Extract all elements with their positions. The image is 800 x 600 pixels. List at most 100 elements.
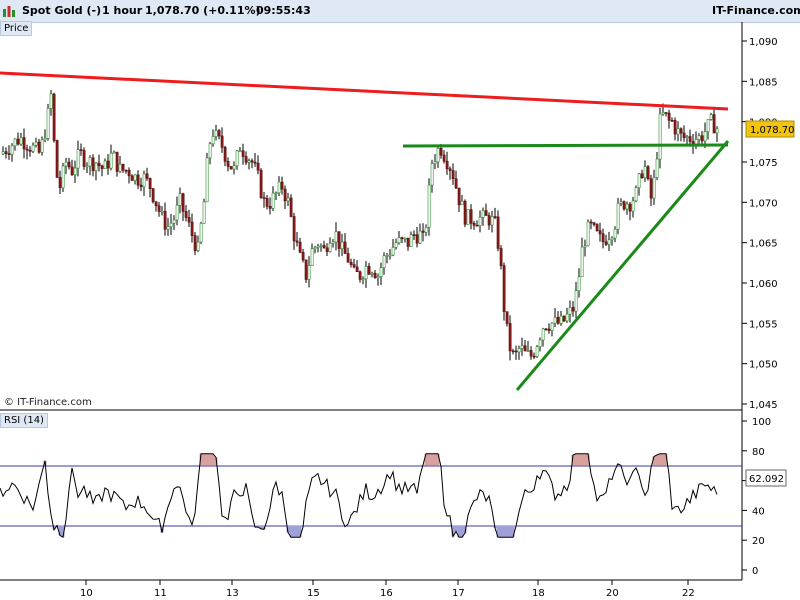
rsi-oversold-fill	[451, 525, 455, 537]
candle-body	[268, 206, 272, 209]
candle-body	[595, 224, 599, 231]
rsi-tick-label: 0	[752, 566, 758, 577]
price-tick-label: 1,085	[749, 77, 778, 88]
candle-body	[529, 350, 533, 357]
candle-body	[637, 173, 641, 188]
candle-body	[265, 198, 269, 207]
candle-body	[292, 216, 296, 242]
candle-body	[466, 209, 470, 225]
rsi-oversold-fill	[298, 525, 302, 538]
candle-body	[43, 138, 47, 141]
candle-body	[478, 217, 482, 226]
candle-body	[175, 205, 179, 221]
rsi-oversold-fill	[463, 525, 467, 534]
candle-body	[142, 173, 146, 188]
rsi-oversold-fill	[457, 525, 461, 538]
rsi-overbought-fill	[583, 453, 587, 466]
rsi-oversold-fill	[259, 525, 263, 529]
candle-body	[103, 160, 107, 169]
candle-body	[151, 188, 155, 202]
candle-body	[388, 254, 392, 257]
candle-body	[460, 200, 464, 206]
candle-body	[7, 153, 11, 155]
candle-body	[715, 128, 719, 134]
candle-body	[286, 197, 290, 202]
candle-body	[634, 187, 638, 202]
candle-body	[148, 178, 152, 189]
rsi-tick-label: 100	[752, 417, 771, 428]
candle-body	[10, 145, 14, 155]
candle-body	[502, 265, 506, 312]
candle-body	[238, 150, 242, 153]
rising-trendline[interactable]	[515, 140, 730, 391]
clock-time: 09:55:43	[256, 4, 311, 17]
candle-body	[484, 210, 488, 216]
candle-body	[673, 120, 677, 135]
candle-body	[331, 241, 335, 244]
candle-body	[184, 211, 188, 218]
candle-body	[562, 315, 566, 322]
price-tick-label: 1,090	[749, 37, 778, 48]
candle-body	[424, 227, 428, 233]
candle-body	[349, 261, 353, 265]
rsi-tick-label: 20	[752, 536, 765, 547]
candle-body	[310, 248, 314, 266]
candle-body	[622, 201, 626, 210]
timeframe-label: 1 hour	[102, 4, 143, 17]
candle-body	[457, 187, 461, 206]
time-tick-label: 20	[606, 588, 619, 599]
candle-body	[343, 241, 347, 254]
candle-body	[34, 141, 38, 146]
candle-body	[301, 252, 305, 261]
candle-body	[610, 237, 614, 241]
candle-body	[178, 193, 182, 206]
rsi-oversold-fill	[286, 525, 290, 533]
resistance-line[interactable]	[0, 71, 729, 111]
candle-body	[589, 221, 593, 224]
candle-body	[163, 210, 167, 230]
candle-body	[157, 205, 161, 212]
candle-body	[436, 147, 440, 163]
candle-body	[487, 215, 491, 226]
candle-body	[115, 151, 119, 172]
candle-body	[82, 150, 86, 167]
candle-body	[658, 113, 662, 160]
candle-body	[544, 328, 548, 331]
candle-body	[367, 265, 371, 275]
candle-body	[40, 139, 44, 153]
candle-body	[397, 237, 401, 244]
candle-body	[55, 140, 59, 178]
support-line-horizontal[interactable]	[402, 143, 729, 148]
candle-body	[631, 200, 635, 212]
candle-body	[160, 210, 164, 213]
rsi-overbought-fill	[436, 453, 440, 466]
candle-body	[556, 316, 560, 324]
candle-body	[427, 184, 431, 228]
candle-body	[319, 245, 323, 247]
candle-body	[655, 158, 659, 178]
candle-body	[643, 166, 647, 179]
rsi-oversold-fill	[58, 525, 62, 536]
rsi-oversold-fill	[292, 525, 296, 538]
candle-body	[289, 197, 293, 217]
rsi-overbought-fill	[655, 454, 659, 466]
rsi-overbought-fill	[211, 453, 215, 466]
time-tick-label: 13	[226, 588, 239, 599]
rsi-extreme-fills	[43, 453, 668, 538]
rsi-overbought-fill	[658, 453, 662, 466]
candle-body	[214, 130, 218, 137]
candle-body	[547, 328, 551, 331]
candle-body	[412, 234, 416, 236]
candle-body	[514, 350, 518, 353]
candle-body	[706, 119, 710, 132]
candle-body	[262, 197, 266, 199]
candle-body	[37, 141, 41, 153]
price-tick-label: 1,050	[749, 360, 778, 371]
candle-body	[94, 162, 98, 172]
candle-body	[313, 247, 317, 250]
candle-body	[664, 112, 668, 114]
candle-body	[700, 135, 704, 142]
candle-body	[469, 209, 473, 224]
candle-body	[247, 160, 251, 163]
